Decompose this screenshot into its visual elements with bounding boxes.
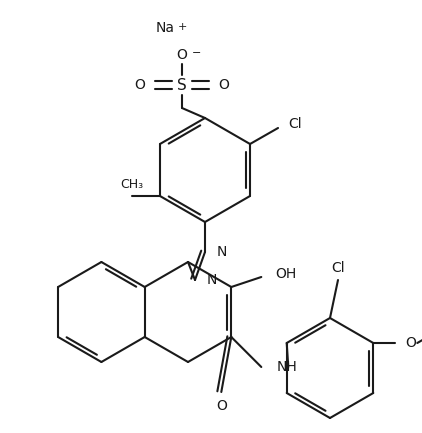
Text: O: O [135, 78, 146, 92]
Text: Cl: Cl [288, 117, 302, 131]
Text: O: O [405, 336, 416, 350]
Text: +: + [178, 22, 187, 32]
Text: O: O [219, 78, 230, 92]
Text: O: O [176, 48, 187, 62]
Text: −: − [192, 48, 201, 58]
Text: S: S [177, 78, 187, 93]
Text: CH₃: CH₃ [120, 178, 143, 191]
Text: Cl: Cl [331, 261, 345, 275]
Text: Na: Na [156, 21, 175, 35]
Text: OH: OH [275, 267, 297, 281]
Text: N: N [207, 273, 217, 287]
Text: NH: NH [276, 360, 297, 374]
Text: N: N [217, 245, 227, 259]
Text: O: O [216, 399, 227, 413]
